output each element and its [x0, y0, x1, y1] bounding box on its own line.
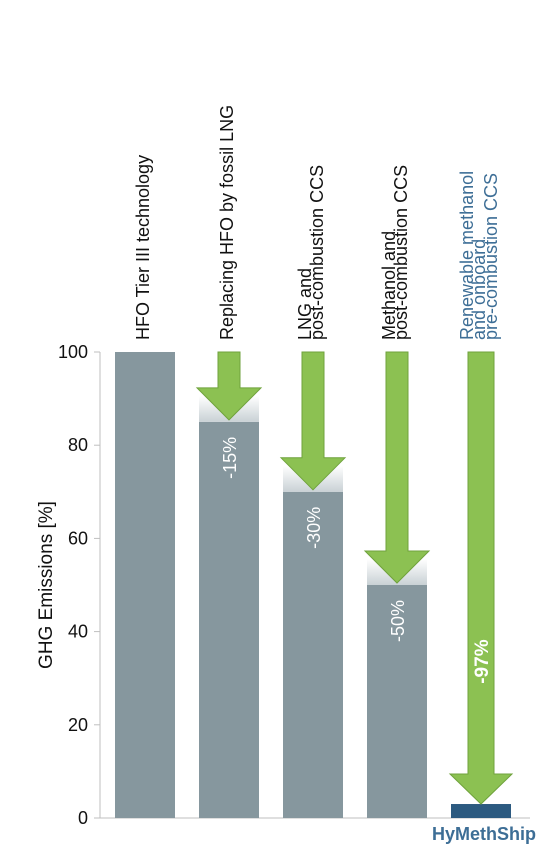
reduction-label: -97% [472, 639, 493, 683]
category-label: pre-combustion CCS [481, 173, 501, 340]
bar [199, 421, 259, 818]
reduction-label: -30% [304, 507, 324, 549]
category-label: LNG and [295, 268, 315, 340]
bar [451, 804, 511, 818]
category-label: HFO Tier III technology [133, 155, 153, 340]
y-ticks: 0 20 40 60 80 100 [58, 342, 100, 828]
category-label: post-combustion CCS [391, 165, 411, 340]
reduction-arrow [279, 351, 347, 491]
bar [283, 491, 343, 818]
category-labels: HFO Tier III technology Replacing HFO by … [133, 105, 501, 340]
category-label: and onboard [469, 239, 489, 340]
bar [367, 585, 427, 818]
category-label: Replacing HFO by fossil LNG [217, 105, 237, 340]
reduction-label: -50% [388, 600, 408, 642]
y-tick-label: 60 [68, 528, 88, 548]
category-label: Methanol and [379, 231, 399, 340]
category-label: Renewable methanol [457, 171, 477, 340]
y-tick-label: 0 [78, 808, 88, 828]
category-label: post-combustion CCS [307, 165, 327, 340]
hymethship-label: HyMethShip [432, 824, 536, 844]
reduction-arrow [363, 351, 431, 584]
reduction-arrows: -15% -30% -50% -97% [195, 351, 514, 805]
y-axis-label: GHG Emissions [%] [36, 501, 57, 669]
y-tick-label: 20 [68, 715, 88, 735]
reduction-arrow [195, 351, 263, 421]
y-tick-label: 80 [68, 435, 88, 455]
reduction-label: -15% [220, 437, 240, 479]
bar [115, 352, 175, 818]
reduction-arrow [448, 351, 514, 805]
y-tick-label: 40 [68, 622, 88, 642]
y-tick-label: 100 [58, 342, 88, 362]
